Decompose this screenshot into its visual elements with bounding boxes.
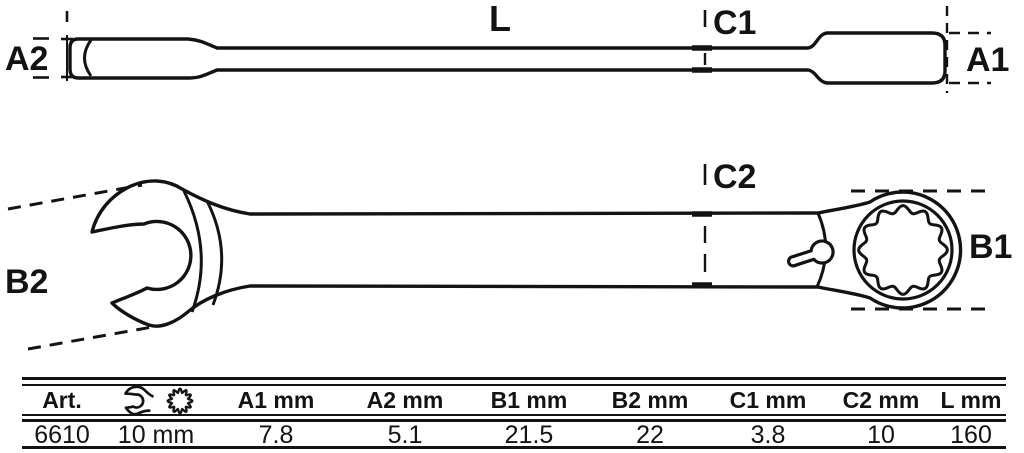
technical-drawing	[7, 6, 991, 351]
col-header-c1: C1 mm	[729, 387, 807, 413]
table-rule-mid-thick	[22, 419, 1006, 422]
table-data-row: 6610 10 mm 7.8 5.1 21.5 22 3.8 10 160	[22, 421, 1006, 449]
col-header-a1: A1 mm	[237, 387, 315, 413]
table-rule-mid-thin	[22, 414, 1006, 416]
dim-label-C1: C1	[713, 4, 757, 42]
c2-dimension	[692, 164, 712, 288]
side-view	[68, 31, 947, 85]
dim-label-C2: C2	[713, 158, 757, 196]
cell-size: 10 mm	[117, 421, 195, 449]
cell-l: 160	[950, 421, 992, 449]
cell-a2: 5.1	[387, 421, 423, 449]
col-header-a2: A2 mm	[366, 387, 444, 413]
table-rule-top-thick	[22, 377, 1006, 380]
dim-label-B2: B2	[5, 263, 49, 301]
cell-art-no: 6610	[34, 421, 90, 449]
col-header-l: L mm	[940, 387, 1002, 413]
col-header-size-icons	[119, 385, 194, 416]
open-end-wrench-icon	[123, 385, 154, 416]
c1-dimension	[692, 10, 712, 73]
side-view-outline	[68, 31, 947, 85]
table-header-row: Art. A1 mm A2 mm B1 mm B2 mm C1 mm C2 mm…	[22, 385, 1006, 416]
dim-label-A1: A1	[966, 41, 1010, 79]
open-end-neck-arc-outer	[182, 190, 203, 313]
a1-dimension	[945, 6, 991, 93]
side-view-face-arc	[83, 39, 93, 77]
b2-dimension	[7, 183, 159, 351]
plan-view	[90, 179, 963, 328]
ratchet-switch-lever	[787, 239, 835, 268]
dim-label-A2: A2	[5, 40, 49, 78]
cell-b2: 22	[636, 421, 664, 449]
cell-c2: 10	[867, 421, 895, 449]
dim-label-L: L	[489, 0, 511, 39]
col-header-art: Art.	[42, 387, 82, 413]
col-header-c2: C2 mm	[842, 387, 920, 413]
table-rule-top-thin	[22, 384, 1006, 386]
open-end-neck-arc-inner	[205, 200, 224, 306]
cell-c1: 3.8	[750, 421, 786, 449]
cell-b1: 21.5	[504, 421, 554, 449]
table-rule-bottom	[22, 446, 1006, 449]
ring-12pt-profile	[857, 204, 949, 296]
dim-label-B1: B1	[969, 228, 1013, 266]
col-header-b1: B1 mm	[490, 387, 568, 413]
col-header-b2: B2 mm	[611, 387, 689, 413]
plan-view-silhouette	[90, 179, 963, 328]
cell-a1: 7.8	[258, 421, 294, 449]
ring-12pt-icon	[165, 386, 194, 415]
a2-dimension	[33, 11, 73, 81]
